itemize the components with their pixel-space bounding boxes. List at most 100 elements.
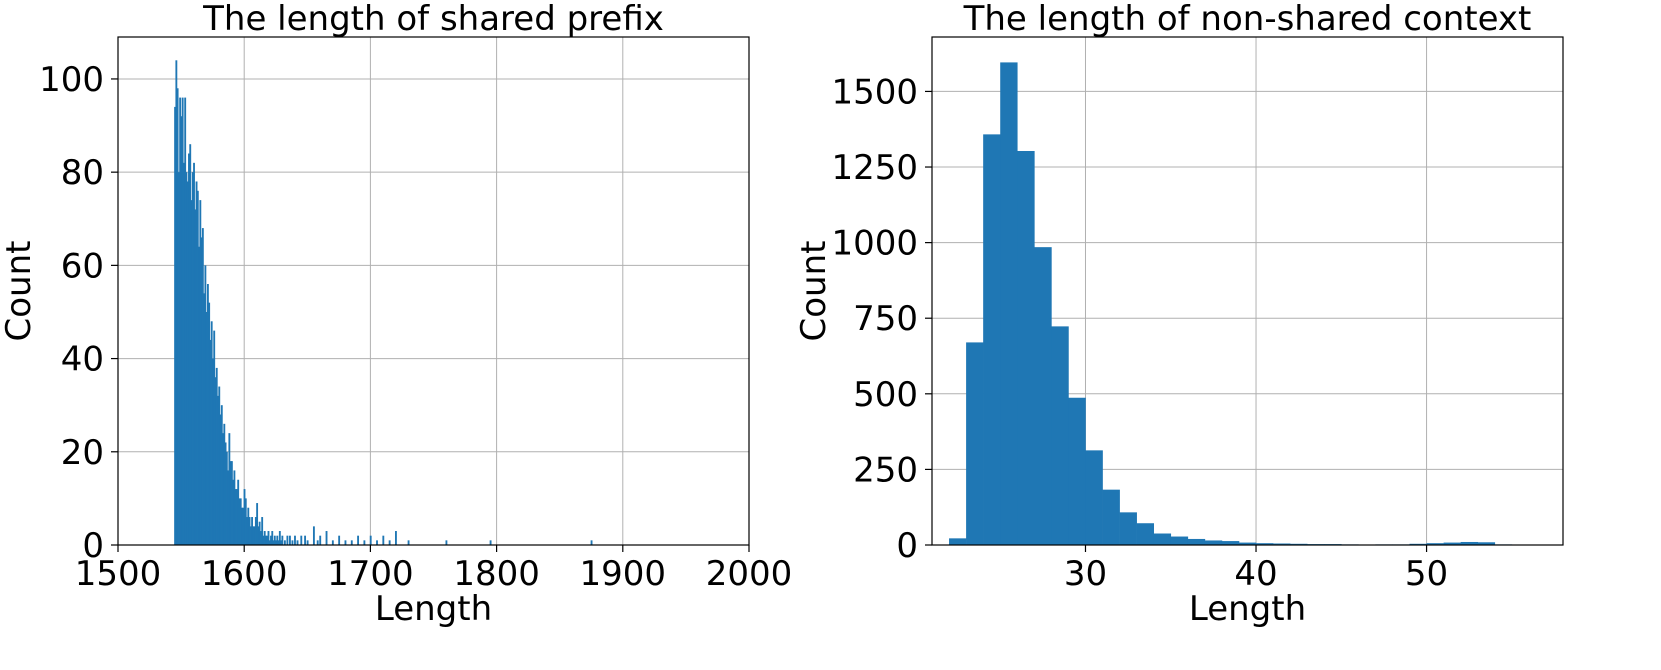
- histogram-bar: [249, 526, 252, 545]
- histogram-bar: [199, 200, 202, 545]
- y-tick-label: 0: [82, 526, 104, 566]
- histogram-bar: [344, 540, 347, 545]
- histogram-bar: [201, 228, 204, 545]
- histogram-bar: [204, 265, 207, 545]
- histogram-bar: [1409, 543, 1427, 545]
- histogram-bar: [363, 540, 366, 545]
- histogram-bar: [224, 442, 227, 545]
- histogram-bar: [258, 521, 261, 545]
- x-tick-label: 1600: [201, 554, 288, 594]
- histogram-bar: [267, 531, 270, 545]
- histogram-bar: [235, 489, 238, 545]
- histogram-bar: [1153, 533, 1172, 545]
- histogram-bar: [230, 461, 233, 545]
- y-tick-label: 500: [853, 375, 918, 415]
- x-tick-label: 40: [1234, 554, 1277, 594]
- histogram-bar: [1017, 150, 1035, 545]
- histogram-bar: [223, 423, 226, 545]
- y-tick-label: 750: [853, 299, 918, 339]
- histogram-bar: [252, 526, 255, 545]
- histogram-bar: [1170, 536, 1189, 545]
- chart-non-shared-context: The length of non-shared context 30 40 500…: [794, 0, 1564, 629]
- histogram-bar: [200, 237, 203, 545]
- histogram-bar: [217, 395, 219, 545]
- histogram-bar: [198, 246, 200, 545]
- histogram-bar: [251, 517, 254, 545]
- y-tick-label: 0: [896, 526, 918, 566]
- histogram-bar: [210, 321, 213, 545]
- histogram-bar: [233, 470, 236, 545]
- histogram-bar: [208, 302, 211, 545]
- histogram-bar: [219, 414, 222, 545]
- histogram-bar: [1119, 512, 1137, 545]
- histogram-bar: [1102, 489, 1120, 545]
- histogram-bar: [291, 540, 294, 545]
- histogram-bar: [179, 97, 182, 545]
- histogram-bar: [266, 535, 269, 545]
- y-tick-label: 250: [853, 450, 918, 490]
- histogram-bar: [203, 293, 206, 545]
- histogram-bar: [1460, 541, 1479, 545]
- histogram-bar: [407, 540, 410, 545]
- histogram-bar: [181, 97, 184, 545]
- histogram-bar: [280, 540, 283, 545]
- histogram-bar: [319, 535, 322, 545]
- histogram-bar: [243, 489, 246, 545]
- histogram-bar: [289, 535, 291, 545]
- x-tick-label: 30: [1064, 554, 1107, 594]
- histogram-bar: [193, 162, 195, 545]
- histogram-bar: [196, 190, 199, 546]
- histogram-bar: [237, 479, 240, 545]
- histogram-bar: [1426, 543, 1444, 545]
- histogram-bar: [276, 535, 279, 545]
- histogram-bar: [273, 535, 276, 545]
- histogram-bar: [175, 60, 178, 545]
- y-tick-label: 1000: [831, 224, 918, 264]
- histogram-bar: [232, 479, 235, 545]
- histogram-bar: [180, 116, 183, 545]
- histogram-bar: [966, 342, 984, 545]
- histogram-bar: [338, 535, 341, 545]
- histogram-bar: [188, 153, 190, 545]
- plot-frame: [931, 36, 1564, 546]
- histogram-bar: [325, 531, 328, 545]
- histogram-bar: [1187, 538, 1206, 545]
- histogram-bar: [1273, 543, 1291, 545]
- x-tick-label: 1500: [75, 554, 162, 594]
- histogram-bar: [256, 503, 259, 545]
- histogram-bar: [316, 540, 319, 545]
- y-axis-label: Count: [794, 241, 834, 342]
- histogram-bar: [174, 106, 177, 545]
- histogram-bar: [222, 433, 224, 545]
- x-tick-label: 1700: [327, 554, 414, 594]
- histogram-bar: [983, 134, 1001, 545]
- histogram-bar: [268, 540, 271, 545]
- histogram-bar: [225, 451, 228, 545]
- histogram-bar: [234, 489, 237, 545]
- histogram-bar: [253, 526, 256, 545]
- histogram-bar: [186, 181, 189, 546]
- histogram-bar: [257, 526, 260, 545]
- bars: [174, 60, 593, 546]
- histogram-bar: [1034, 247, 1052, 545]
- histogram-bar: [1290, 543, 1308, 545]
- histogram-bar: [263, 531, 266, 545]
- histogram-bar: [286, 535, 289, 545]
- histogram-bar: [248, 517, 251, 545]
- histogram-bar: [247, 507, 250, 545]
- histogram-bar: [1443, 542, 1461, 545]
- histogram-bar: [214, 377, 217, 545]
- x-tick-label: 1900: [580, 554, 667, 594]
- x-axis-label: Length: [1189, 589, 1306, 629]
- histogram-bar: [177, 172, 180, 546]
- histogram-bar: [220, 405, 223, 545]
- histogram-bar: [1051, 326, 1069, 545]
- histogram-bar: [194, 209, 197, 545]
- y-tick-label: 40: [61, 340, 104, 380]
- histogram-bar: [213, 330, 216, 545]
- y-axis-label: Count: [0, 241, 39, 342]
- histogram-bar: [238, 498, 241, 545]
- x-axis-label: Length: [375, 589, 492, 629]
